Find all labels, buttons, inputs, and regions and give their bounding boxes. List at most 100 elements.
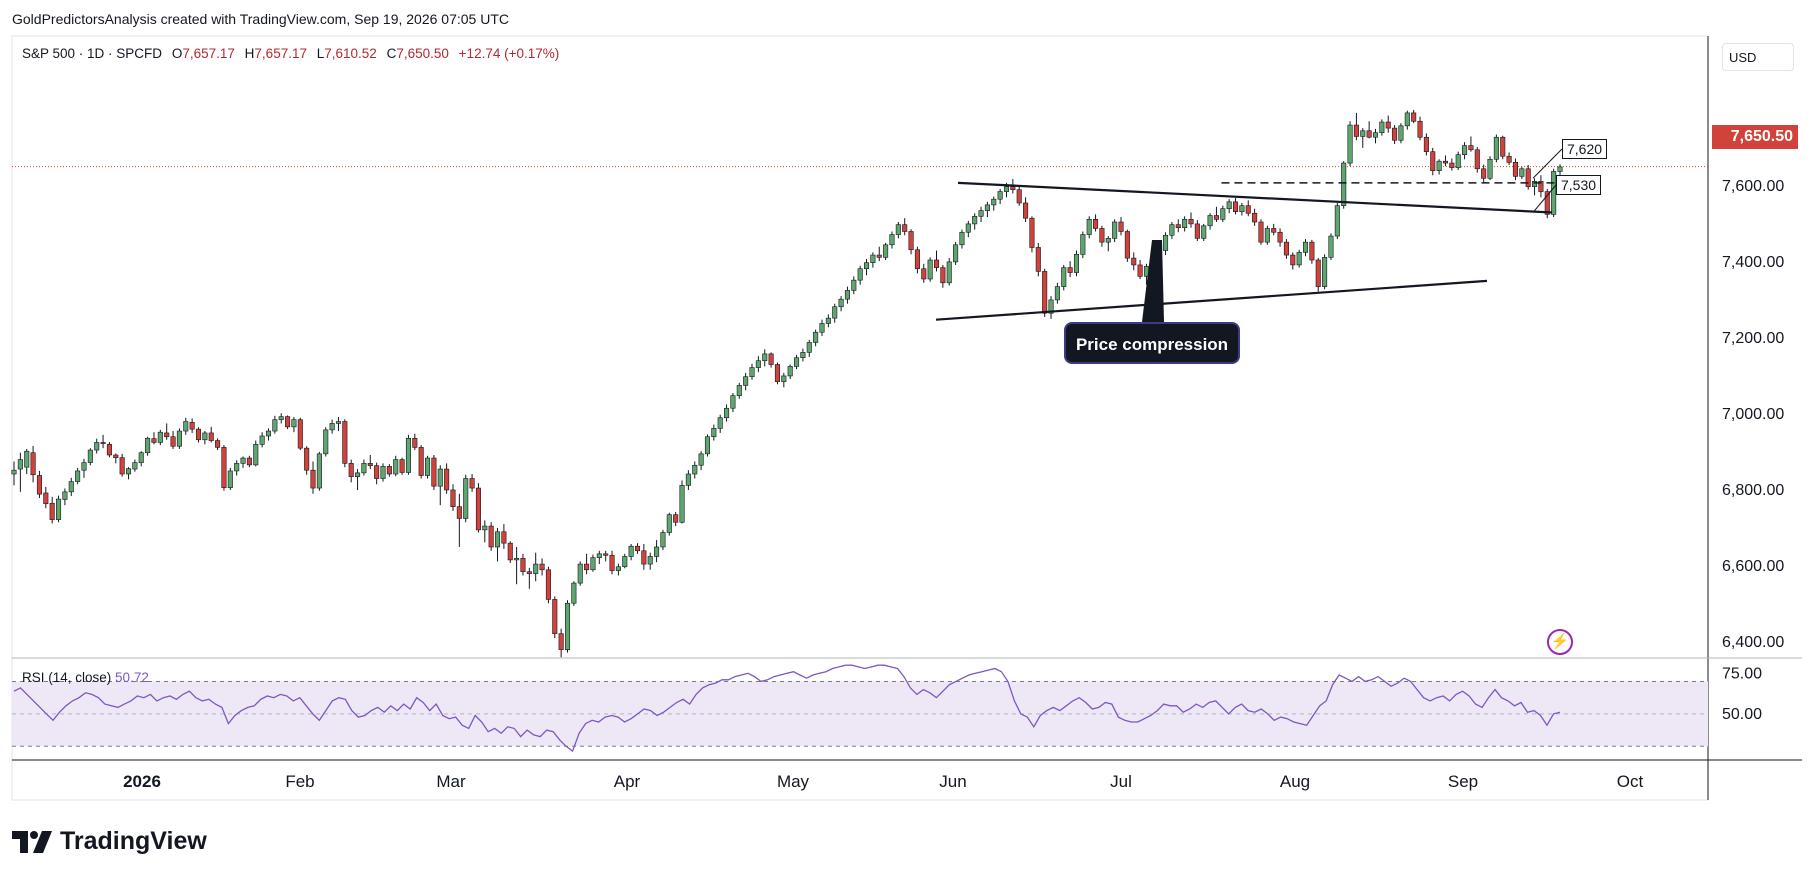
candle: [863, 258, 870, 276]
candle-body: [399, 459, 405, 473]
candle: [679, 480, 685, 524]
candle-body: [838, 298, 844, 308]
candle: [1417, 116, 1423, 141]
candle-body: [1347, 124, 1353, 164]
candle-body: [1481, 168, 1487, 179]
candle-body: [323, 429, 329, 455]
candle: [1175, 219, 1181, 233]
time-axis[interactable]: 2026 Feb Mar Apr May Jun Jul Aug Sep Oct: [123, 772, 1643, 791]
candle: [132, 459, 138, 472]
candle-body: [603, 553, 609, 556]
candle: [730, 393, 736, 413]
candle-body: [660, 532, 666, 548]
candle: [234, 460, 240, 476]
candle: [195, 427, 202, 443]
candle-body: [851, 279, 857, 291]
candle-body: [927, 259, 933, 280]
candle-body: [1054, 286, 1060, 301]
candle-body: [590, 557, 596, 571]
candle: [870, 252, 876, 268]
candle-body: [736, 385, 742, 396]
drawing-tools: [935, 148, 1563, 322]
candle: [895, 221, 901, 239]
close-value: 7,650.50: [396, 46, 449, 61]
candle: [1309, 239, 1315, 264]
candle-body: [1360, 130, 1366, 137]
time-tick-label: Jun: [939, 772, 966, 791]
candle-body: [49, 502, 55, 520]
candle: [125, 467, 132, 480]
candle: [68, 477, 74, 497]
candle: [953, 242, 959, 265]
candle-body: [946, 261, 952, 284]
symbol-label[interactable]: S&P 500 · 1D · SPCFD: [22, 46, 163, 61]
candle: [768, 352, 774, 368]
candle: [329, 419, 335, 434]
level-label-lower[interactable]: 7,530: [1556, 175, 1602, 195]
candle: [1124, 229, 1130, 262]
rsi-legend: RSI (14, close) 50.72: [22, 670, 149, 685]
candle: [1061, 264, 1067, 291]
candle-body: [1207, 215, 1213, 227]
candle: [647, 552, 653, 570]
candle: [526, 567, 532, 589]
tradingview-logo[interactable]: TradingView: [12, 827, 207, 856]
candle: [1334, 202, 1340, 240]
candle-body: [56, 498, 62, 520]
candle-body: [170, 436, 176, 447]
candle-body: [1328, 235, 1334, 258]
level-label-upper[interactable]: 7,620: [1562, 139, 1608, 159]
candle-body: [30, 452, 36, 476]
candle-body: [1398, 125, 1404, 141]
candle-body: [1067, 267, 1073, 273]
candle-body: [253, 444, 259, 466]
candle-body: [1105, 238, 1111, 243]
candle-body: [1258, 221, 1264, 243]
candle: [609, 550, 615, 575]
candle: [825, 314, 831, 328]
candle-body: [100, 442, 106, 444]
candle-body: [297, 419, 303, 449]
candle-body: [584, 563, 590, 571]
currency-selector[interactable]: USD: [1722, 43, 1794, 71]
candle-body: [1213, 215, 1219, 220]
candle-body: [965, 223, 971, 233]
time-tick-label: Apr: [614, 772, 641, 791]
candle: [1226, 199, 1232, 214]
candle-body: [164, 432, 170, 438]
candle-body: [755, 360, 761, 368]
candle: [348, 459, 354, 483]
price-tick-label: 6,600.00: [1722, 558, 1784, 575]
candle: [1398, 123, 1404, 144]
candle-body: [456, 506, 462, 519]
candle-body: [1519, 168, 1525, 177]
candle-body: [959, 231, 965, 246]
lightning-icon[interactable]: ⚡: [1547, 629, 1573, 655]
time-tick-label: May: [777, 772, 810, 791]
candle: [393, 455, 399, 477]
candle: [176, 428, 182, 449]
candle: [520, 553, 526, 576]
candle-body: [265, 430, 272, 437]
candle: [972, 213, 978, 230]
price-tick-label: 6,400.00: [1722, 634, 1784, 651]
candle-body: [921, 268, 927, 280]
candle: [1551, 168, 1557, 218]
candle-body: [628, 545, 634, 557]
candle-body: [1169, 224, 1175, 236]
rsi-title[interactable]: RSI (14, close): [22, 670, 112, 685]
price-axis[interactable]: 6,400.00 6,600.00 6,800.00 7,000.00 7,200.00…: [1722, 178, 1784, 723]
chart-attribution: GoldPredictorsAnalysis created with Trad…: [12, 11, 509, 27]
candle-body: [526, 571, 532, 574]
candle-body: [1417, 120, 1423, 138]
candle: [558, 628, 564, 658]
candle: [794, 355, 800, 370]
candle-body: [1442, 160, 1449, 164]
price-compression-callout[interactable]: Price compression: [1064, 322, 1240, 364]
candle-body: [813, 331, 819, 343]
candle-body: [972, 215, 978, 225]
candle-body: [374, 465, 380, 479]
candle: [145, 436, 151, 456]
candle-body: [1093, 219, 1099, 229]
candle-body: [545, 569, 551, 600]
